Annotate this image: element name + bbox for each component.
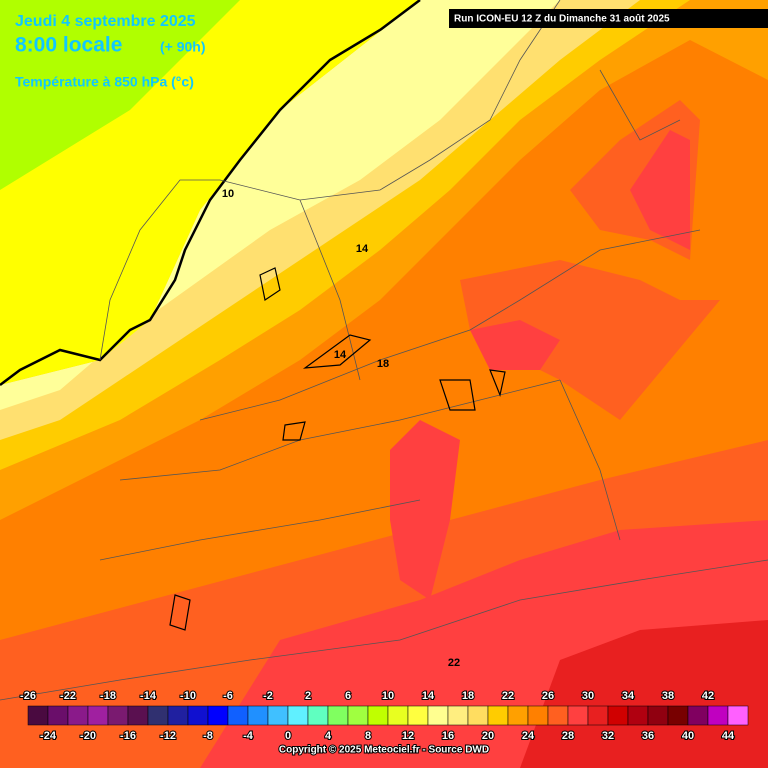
legend-label: -20 [80,730,96,742]
legend-swatch [127,705,149,726]
contour-lines [169,267,506,631]
legend-label: 6 [345,690,351,702]
legend-label: 26 [542,690,554,702]
legend-swatch [627,705,649,726]
run-banner [449,9,768,28]
legend-swatch [427,705,449,726]
time: 8:00 locale [15,34,122,57]
copyright: Copyright © 2025 Meteociel.fr - Source D… [279,745,489,756]
field-band [0,0,240,190]
legend-swatch [67,705,89,726]
field-band [0,0,690,470]
legend-label: 12 [402,730,414,742]
legend-label: 34 [622,690,635,702]
legend-label: -8 [203,730,213,742]
legend-swatch [507,705,529,726]
field-band [520,620,768,768]
legend-swatch [207,705,229,726]
contour-label: 18 [377,358,389,370]
legend-label: -12 [160,730,176,742]
legend-label: 8 [365,730,371,742]
legend-label: 42 [702,690,714,702]
legend-swatch [27,705,49,726]
legend-label: 30 [582,690,594,702]
legend-label: 36 [642,730,654,742]
legend-label: -14 [140,690,157,702]
field-name: Température à 850 hPa (°c) [15,74,194,90]
contour-label: 14 [356,243,369,255]
legend-label: -6 [223,690,233,702]
field-band [390,420,460,600]
field-band [630,130,690,250]
run-info: Run ICON-EU 12 Z du Dimanche 31 août 202… [454,14,670,25]
legend-label: 0 [285,730,291,742]
legend-label: 20 [482,730,494,742]
legend-swatch [447,705,469,726]
field-band [0,0,560,410]
legend-swatch [347,705,369,726]
legend-label: -18 [100,690,116,702]
legend-label: 32 [602,730,614,742]
legend-swatch [167,705,189,726]
legend-swatch [567,705,589,726]
contour-label: 22 [448,657,460,669]
legend-swatch [547,705,569,726]
legend-swatch [327,705,349,726]
legend-swatch [727,705,749,726]
date: Jeudi 4 septembre 2025 [15,13,196,30]
legend-swatch [287,705,309,726]
legend-swatch [187,705,209,726]
legend-swatch [667,705,689,726]
lead-time: (+ 90h) [160,39,206,55]
field-band [0,0,640,440]
contour-label: 10 [222,188,234,200]
legend-swatch [387,705,409,726]
legend-label: 24 [522,730,535,742]
legend-label: 44 [722,730,735,742]
legend-swatch [247,705,269,726]
legend-swatch [487,705,509,726]
field-band [0,0,768,520]
legend-swatch [367,705,389,726]
legend-label: -26 [20,690,36,702]
contour-label: 14 [334,349,347,361]
legend-swatch [407,705,429,726]
legend-swatch [607,705,629,726]
legend-swatch [587,705,609,726]
legend-label: -10 [180,690,196,702]
legend-label: 18 [462,690,474,702]
legend-label: 10 [382,690,394,702]
legend-label: -16 [120,730,136,742]
legend-swatch [147,705,169,726]
legend-swatch [647,705,669,726]
legend-swatch [267,705,289,726]
legend-swatch [107,705,129,726]
legend-label: 2 [305,690,311,702]
legend-swatch [527,705,549,726]
legend-label: -22 [60,690,76,702]
legend-swatch [687,705,709,726]
legend-label: 28 [562,730,574,742]
field-band [470,320,560,370]
contour-10 [0,0,421,386]
field-band [460,260,720,420]
legend-swatch [87,705,109,726]
legend-label: -4 [243,730,254,742]
legend-swatch [47,705,69,726]
legend-label: 4 [325,730,332,742]
legend-label: 22 [502,690,514,702]
legend-swatch [707,705,729,726]
legend-label: -24 [40,730,57,742]
borders [0,0,768,701]
legend-label: 38 [662,690,674,702]
legend-swatch [307,705,329,726]
legend-label: 16 [442,730,454,742]
legend-swatch [467,705,489,726]
legend-label: 40 [682,730,694,742]
legend-label: 14 [422,690,435,702]
legend-swatch [227,705,249,726]
legend-label: -2 [263,690,273,702]
